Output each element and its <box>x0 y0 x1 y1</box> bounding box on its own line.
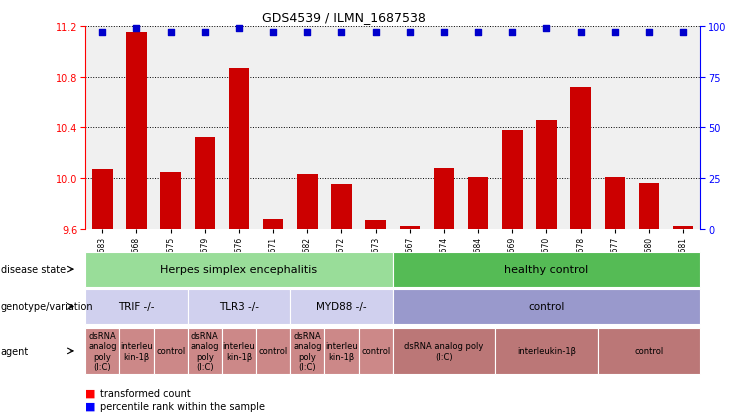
Point <box>540 26 552 32</box>
Text: TLR3 -/-: TLR3 -/- <box>219 301 259 312</box>
Text: disease state: disease state <box>1 264 66 275</box>
Point <box>643 30 655 36</box>
Point <box>575 30 587 36</box>
Text: control: control <box>361 347 391 356</box>
Bar <box>263 219 283 229</box>
Text: interleu
kin-1β: interleu kin-1β <box>325 342 358 361</box>
Text: MYD88 -/-: MYD88 -/- <box>316 301 367 312</box>
Bar <box>673 227 694 229</box>
Bar <box>639 184 659 229</box>
Bar <box>468 177 488 229</box>
Text: dsRNA
analog
poly
(I:C): dsRNA analog poly (I:C) <box>293 331 322 371</box>
Point <box>677 30 689 36</box>
Bar <box>126 33 147 229</box>
Point <box>506 30 518 36</box>
Text: control: control <box>528 301 565 312</box>
Text: ■: ■ <box>85 401 96 411</box>
Text: genotype/variation: genotype/variation <box>1 301 93 312</box>
Point <box>268 30 279 36</box>
Text: dsRNA
analog
poly
(I:C): dsRNA analog poly (I:C) <box>190 331 219 371</box>
Text: control: control <box>634 347 664 356</box>
Text: dsRNA analog poly
(I:C): dsRNA analog poly (I:C) <box>405 342 484 361</box>
Text: agent: agent <box>1 346 29 356</box>
Point <box>130 26 142 32</box>
Text: transformed count: transformed count <box>100 388 190 398</box>
Bar <box>229 69 249 229</box>
Text: healthy control: healthy control <box>505 264 588 275</box>
Bar <box>297 175 318 229</box>
Text: control: control <box>156 347 185 356</box>
Point <box>165 30 176 36</box>
Bar <box>399 227 420 229</box>
Point <box>472 30 484 36</box>
Text: Herpes simplex encephalitis: Herpes simplex encephalitis <box>160 264 318 275</box>
Text: interleu
kin-1β: interleu kin-1β <box>222 342 256 361</box>
Point <box>404 30 416 36</box>
Bar <box>195 138 215 229</box>
Bar <box>92 170 113 229</box>
Text: control: control <box>259 347 288 356</box>
Bar <box>433 169 454 229</box>
Text: percentile rank within the sample: percentile rank within the sample <box>100 401 265 411</box>
Point <box>233 26 245 32</box>
Point <box>302 30 313 36</box>
Point <box>609 30 621 36</box>
Point <box>96 30 108 36</box>
Text: interleukin-1β: interleukin-1β <box>517 347 576 356</box>
Title: GDS4539 / ILMN_1687538: GDS4539 / ILMN_1687538 <box>262 11 425 24</box>
Text: interleu
kin-1β: interleu kin-1β <box>120 342 153 361</box>
Text: ■: ■ <box>85 388 96 398</box>
Bar <box>536 121 556 229</box>
Point <box>370 30 382 36</box>
Bar <box>605 177 625 229</box>
Point <box>336 30 348 36</box>
Bar <box>365 221 386 229</box>
Bar <box>502 131 522 229</box>
Point <box>438 30 450 36</box>
Bar <box>331 185 352 229</box>
Bar <box>571 88 591 229</box>
Text: dsRNA
analog
poly
(I:C): dsRNA analog poly (I:C) <box>88 331 116 371</box>
Bar <box>160 172 181 229</box>
Text: TRIF -/-: TRIF -/- <box>119 301 155 312</box>
Point <box>199 30 210 36</box>
